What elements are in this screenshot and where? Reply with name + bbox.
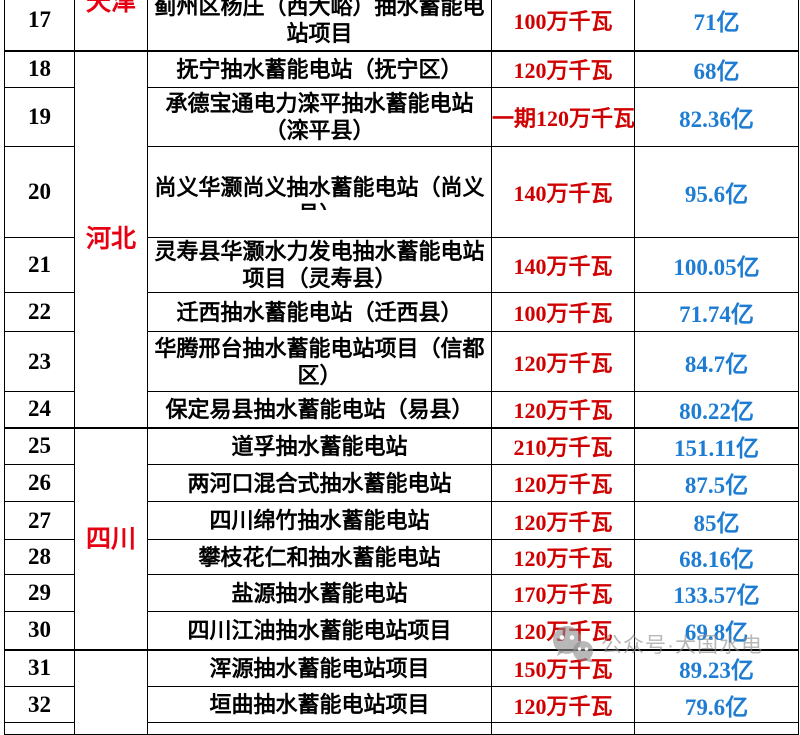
capacity-cell: 140万千瓦 [491, 237, 635, 293]
project-name-cell: 迁西抽水蓄能电站（迁西县） [147, 292, 492, 332]
row-number: 28 [4, 539, 75, 575]
project-name-cell: 保定易县抽水蓄能电站（易县） [147, 391, 492, 428]
capacity-cell: 170万千瓦 [491, 574, 635, 612]
row-number: 27 [4, 501, 75, 540]
capacity-cell: 100万千瓦 [491, 0, 635, 51]
project-name-cell: 浑源抽水蓄能电站项目 [147, 648, 492, 687]
project-name-cell: 承德宝通电力滦平抽水蓄能电站 （滦平县） [147, 87, 492, 147]
row-number: 30 [4, 611, 75, 650]
table-body: 17 天津 蓟州区杨庄（西大峪）抽水蓄能电 站项目 100万千瓦 71亿 18 … [4, 0, 799, 735]
investment-cell: 79.6亿 [634, 686, 799, 723]
capacity-cell: 100万千瓦 [491, 292, 635, 332]
projects-table: 17 天津 蓟州区杨庄（西大峪）抽水蓄能电 站项目 100万千瓦 71亿 18 … [4, 0, 799, 735]
row-number: 18 [4, 49, 75, 88]
table-row: 17 天津 蓟州区杨庄（西大峪）抽水蓄能电 站项目 100万千瓦 71亿 [4, 0, 799, 51]
project-name-cell: 四川绵竹抽水蓄能电站 [147, 501, 492, 540]
capacity-cell: 一期120万千瓦 [491, 87, 635, 147]
investment-cell: 71.74亿 [634, 292, 799, 332]
table-row: 18 河北 抚宁抽水蓄能电站（抚宁区） 120万千瓦 68亿 [4, 49, 799, 428]
investment-cell: 69.8亿 [634, 611, 799, 650]
row-number: 22 [4, 292, 75, 332]
row-number: 26 [4, 464, 75, 502]
table-screenshot: { "table": { "provinces": { "tianjin": "… [4, 0, 799, 735]
province-cell-hebei: 河北 [74, 49, 148, 428]
investment-cell: 133.57亿 [634, 574, 799, 612]
investment-cell: 82.36亿 [634, 87, 799, 147]
table-row: 25 四川 道孚抽水蓄能电站 210万千瓦 151.11亿 [4, 426, 799, 650]
province-cell-tianjin: 天津 [74, 0, 148, 51]
project-name-cell: 道孚抽水蓄能电站 [147, 426, 492, 465]
investment-cell: 151.11亿 [634, 426, 799, 465]
project-name-cell: 华腾邢台抽水蓄能电站项目（信都 区） [147, 331, 492, 392]
row-number: 31 [4, 648, 75, 687]
row-number: 20 [4, 146, 75, 238]
row-number: 25 [4, 426, 75, 465]
capacity-cell: 120万千瓦 [491, 501, 635, 540]
row-number [4, 722, 75, 735]
project-name-cell: 尚义华灏尚义抽水蓄能电站（尚义 县） [147, 146, 492, 238]
row-number: 29 [4, 574, 75, 612]
capacity-cell: 120万千瓦 [491, 539, 635, 575]
province-label: 天津 [85, 0, 136, 16]
investment-cell: 80.22亿 [634, 391, 799, 428]
investment-cell: 89.23亿 [634, 648, 799, 687]
province-cell-sichuan: 四川 [74, 426, 148, 650]
project-name-cell: 四川江油抽水蓄能电站项目 [147, 611, 492, 650]
row-number: 17 [4, 0, 75, 51]
project-name-cell: 灵寿县华灏水力发电抽水蓄能电站 项目（灵寿县） [147, 237, 492, 293]
capacity-cell: 120万千瓦 [491, 391, 635, 428]
investment-cell: 68亿 [634, 49, 799, 88]
investment-cell: 95.6亿 [634, 146, 799, 238]
capacity-cell: 120万千瓦 [491, 686, 635, 723]
capacity-cell: 140万千瓦 [491, 146, 635, 238]
capacity-cell: 120万千瓦 [491, 331, 635, 392]
province-label: 四川 [85, 524, 136, 553]
capacity-cell: 120万千瓦 [491, 49, 635, 88]
project-name-cell [147, 722, 492, 735]
province-label: 河北 [85, 225, 136, 253]
investment-cell: 87.5亿 [634, 464, 799, 502]
row-number: 21 [4, 237, 75, 293]
table-row: 28 攀枝花仁和抽水蓄能电站 120万千瓦 68.16亿 [4, 539, 799, 575]
investment-cell: 71亿 [634, 0, 799, 51]
capacity-cell: 120万千瓦 [491, 611, 635, 650]
capacity-cell: 150万千瓦 [491, 648, 635, 687]
investment-cell: 84.7亿 [634, 331, 799, 392]
capacity-cell: 210万千瓦 [491, 426, 635, 465]
project-name-overflow: 尚义华灏尚义抽水蓄能电站（尚义 县） [154, 175, 485, 210]
project-name-cell: 两河口混合式抽水蓄能电站 [147, 464, 492, 502]
table-row: 31 浑源抽水蓄能电站项目 150万千瓦 89.23亿 [4, 648, 799, 735]
row-number: 32 [4, 686, 75, 723]
table-row: 27 四川绵竹抽水蓄能电站 120万千瓦 85亿 [4, 501, 799, 540]
project-name-cell: 垣曲抽水蓄能电站项目 [147, 686, 492, 723]
project-name-cell: 蓟州区杨庄（西大峪）抽水蓄能电 站项目 [147, 0, 492, 51]
investment-cell: 68.16亿 [634, 539, 799, 575]
table-row: 19 承德宝通电力滦平抽水蓄能电站 （滦平县） 一期120万千瓦 82.36亿 [4, 87, 799, 147]
row-number: 23 [4, 331, 75, 392]
capacity-cell [491, 722, 635, 735]
province-cell-bottom [74, 648, 148, 735]
table-row: 22 迁西抽水蓄能电站（迁西县） 100万千瓦 71.74亿 [4, 292, 799, 332]
investment-cell: 100.05亿 [634, 237, 799, 293]
capacity-cell: 120万千瓦 [491, 464, 635, 502]
project-name-cell: 抚宁抽水蓄能电站（抚宁区） [147, 49, 492, 88]
row-number: 19 [4, 87, 75, 147]
investment-cell: 85亿 [634, 501, 799, 540]
table-row: 29 盐源抽水蓄能电站 170万千瓦 133.57亿 [4, 574, 799, 612]
investment-cell [634, 722, 799, 735]
project-name-cell: 盐源抽水蓄能电站 [147, 574, 492, 612]
project-name-cell: 攀枝花仁和抽水蓄能电站 [147, 539, 492, 575]
row-number: 24 [4, 391, 75, 428]
